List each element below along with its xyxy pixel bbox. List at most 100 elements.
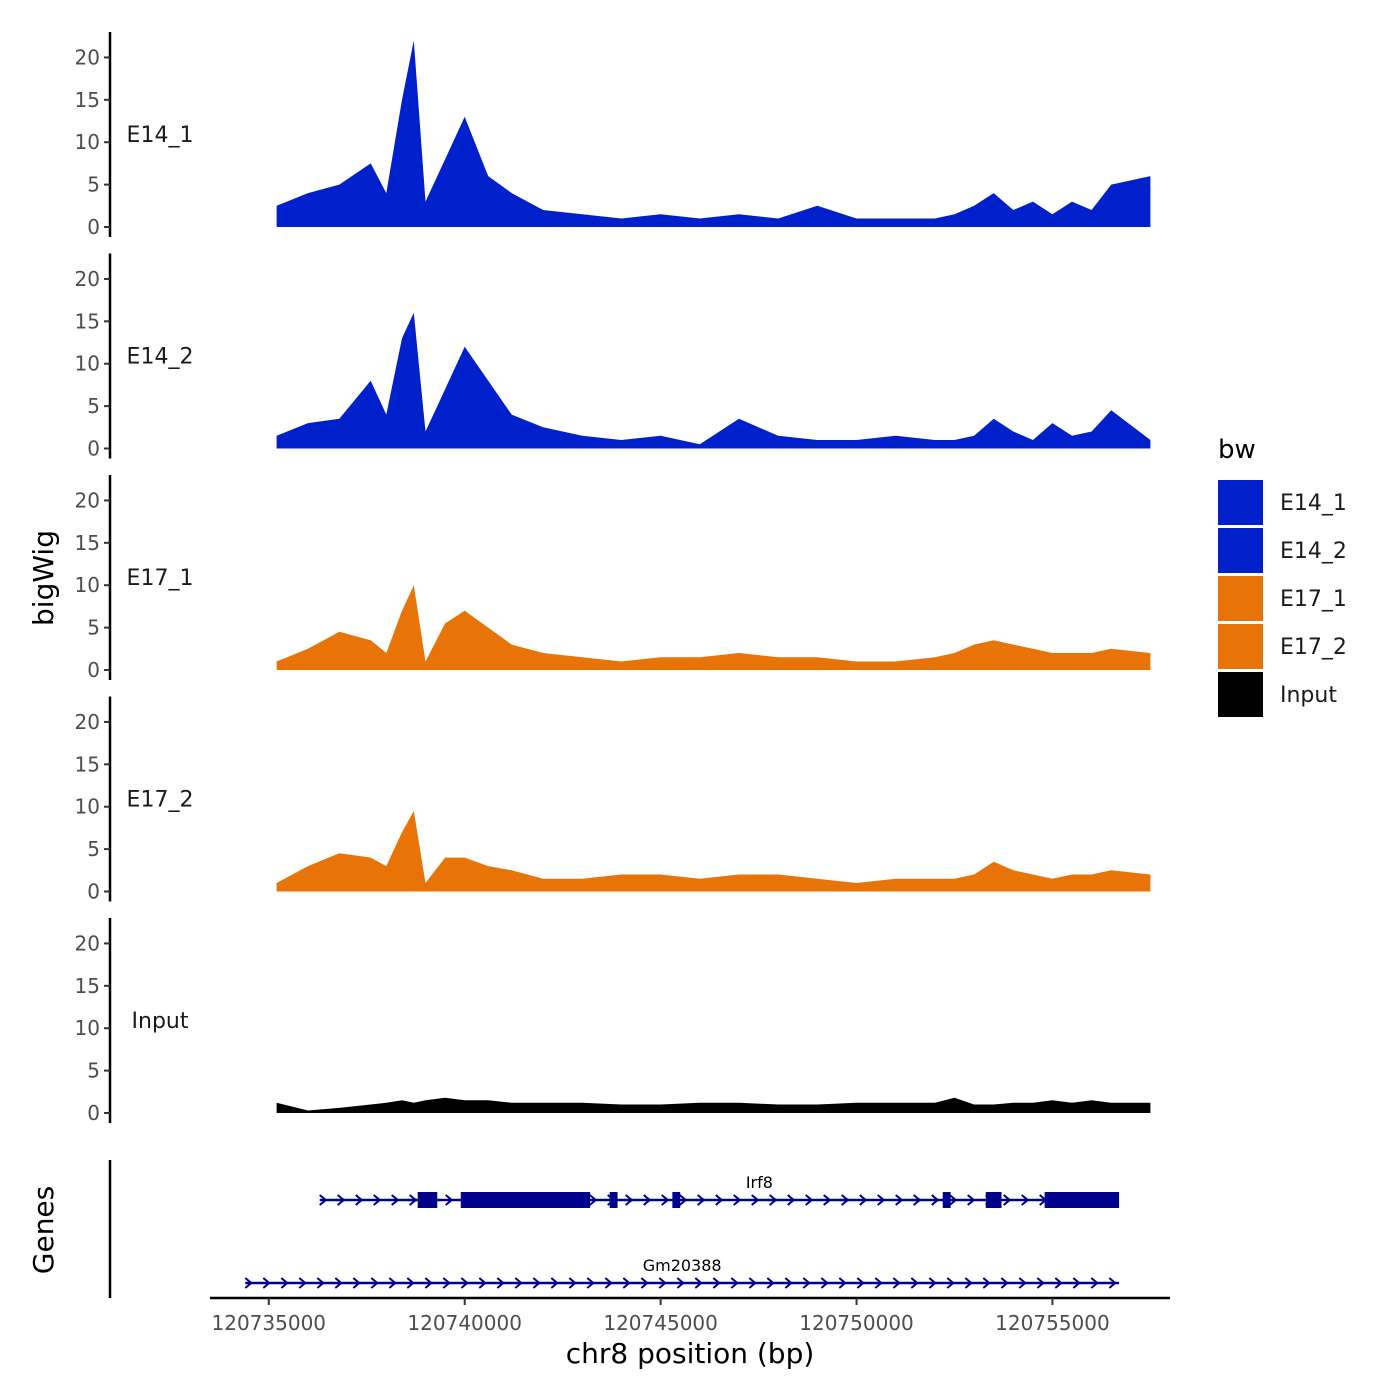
strand-arrow (352, 1277, 361, 1289)
strand-arrow (604, 1277, 613, 1289)
exon (609, 1192, 618, 1208)
strand-arrow (262, 1277, 271, 1289)
x-tick-label: 120735000 (212, 1311, 327, 1335)
strand-arrow (625, 1194, 634, 1206)
strand-arrow (769, 1194, 778, 1206)
strand-arrow (802, 1277, 811, 1289)
strand-arrow (730, 1277, 739, 1289)
strand-arrow (445, 1194, 454, 1206)
legend-label: E14_2 (1280, 539, 1347, 564)
strand-arrow (1021, 1194, 1030, 1206)
strand-arrow (1036, 1277, 1045, 1289)
y-tick-label: 5 (87, 837, 100, 861)
strand-arrow (931, 1194, 940, 1206)
y-tick-label: 5 (87, 1059, 100, 1083)
strand-arrow (715, 1194, 724, 1206)
strand-arrow (748, 1277, 757, 1289)
y-tick-label: 10 (75, 130, 100, 154)
strand-arrow (928, 1277, 937, 1289)
strand-arrow (337, 1194, 346, 1206)
y-tick-label: 10 (75, 573, 100, 597)
strand-arrow (622, 1277, 631, 1289)
strand-arrow (820, 1277, 829, 1289)
x-axis-title: chr8 position (bp) (566, 1337, 815, 1370)
coverage-area (276, 811, 1151, 892)
y-axis-title: bigWig (27, 530, 60, 626)
strand-arrow (316, 1277, 325, 1289)
x-tick-label: 120755000 (995, 1311, 1110, 1335)
y-tick-label: 0 (87, 215, 100, 239)
strand-arrow (949, 1194, 958, 1206)
strand-arrow (442, 1277, 451, 1289)
strand-arrow (568, 1277, 577, 1289)
legend-swatch (1218, 528, 1263, 573)
strand-arrow (859, 1194, 868, 1206)
strand-arrow (391, 1194, 400, 1206)
panel-e17_1: 0 5 10 15 20 E17_1 (75, 475, 1151, 682)
y-tick-label: 0 (87, 437, 100, 461)
strand-arrow (658, 1277, 667, 1289)
strand-arrow (1000, 1277, 1009, 1289)
strand-arrow (1072, 1277, 1081, 1289)
gene-label: Gm20388 (643, 1256, 722, 1275)
strand-arrow (733, 1194, 742, 1206)
track-label: E14_2 (127, 345, 194, 370)
coverage-area (276, 1097, 1151, 1113)
strand-arrow (787, 1194, 796, 1206)
strand-arrow (589, 1194, 598, 1206)
strand-arrow (697, 1194, 706, 1206)
strand-arrow (514, 1277, 523, 1289)
strand-arrow (460, 1277, 469, 1289)
gene-track: Irf8 Gm20388 (108, 1160, 1120, 1298)
y-tick-label: 20 (75, 267, 100, 291)
strand-arrow (946, 1277, 955, 1289)
strand-arrow (388, 1277, 397, 1289)
y-tick-label: 20 (75, 710, 100, 734)
strand-arrow (877, 1194, 886, 1206)
y-tick-label: 20 (75, 931, 100, 955)
strand-arrow (640, 1277, 649, 1289)
y-tick-label: 15 (75, 974, 100, 998)
gene-irf8: Irf8 (319, 1173, 1120, 1208)
coverage-area (276, 40, 1151, 227)
strand-arrow (805, 1194, 814, 1206)
legend-swatch (1218, 480, 1263, 525)
strand-arrow (910, 1277, 919, 1289)
strand-arrow (1054, 1277, 1063, 1289)
strand-arrow (1090, 1277, 1099, 1289)
exon (1044, 1192, 1120, 1208)
strand-arrow (838, 1277, 847, 1289)
track-panels: 05101520E14_105101520E14_205101520E17_10… (75, 32, 1151, 1125)
y-tick-label: 20 (75, 45, 100, 69)
y-tick-label: 0 (87, 880, 100, 904)
strand-arrow (751, 1194, 760, 1206)
strand-arrow (1003, 1194, 1012, 1206)
strand-arrow (496, 1277, 505, 1289)
strand-arrow (823, 1194, 832, 1206)
y-tick-label: 15 (75, 309, 100, 333)
strand-arrow (661, 1194, 670, 1206)
strand-arrow (856, 1277, 865, 1289)
strand-arrow (982, 1277, 991, 1289)
y-tick-label: 20 (75, 488, 100, 512)
strand-arrow (712, 1277, 721, 1289)
strand-arrow (784, 1277, 793, 1289)
legend-label: E17_2 (1280, 635, 1347, 660)
y-tick-label: 10 (75, 1016, 100, 1040)
exon (942, 1192, 951, 1208)
y-tick-label: 10 (75, 795, 100, 819)
strand-arrow (766, 1277, 775, 1289)
strand-arrow (586, 1277, 595, 1289)
legend-label: Input (1280, 683, 1337, 708)
track-label: E17_1 (127, 566, 194, 591)
genes-axis-title: Genes (27, 1186, 60, 1274)
strand-arrow (967, 1194, 976, 1206)
strand-arrow (373, 1194, 382, 1206)
y-tick-label: 15 (75, 88, 100, 112)
legend-title: bw (1218, 435, 1256, 465)
strand-arrow (895, 1194, 904, 1206)
legend-label: E17_1 (1280, 587, 1347, 612)
x-tick-label: 120750000 (799, 1311, 914, 1335)
strand-arrow (694, 1277, 703, 1289)
